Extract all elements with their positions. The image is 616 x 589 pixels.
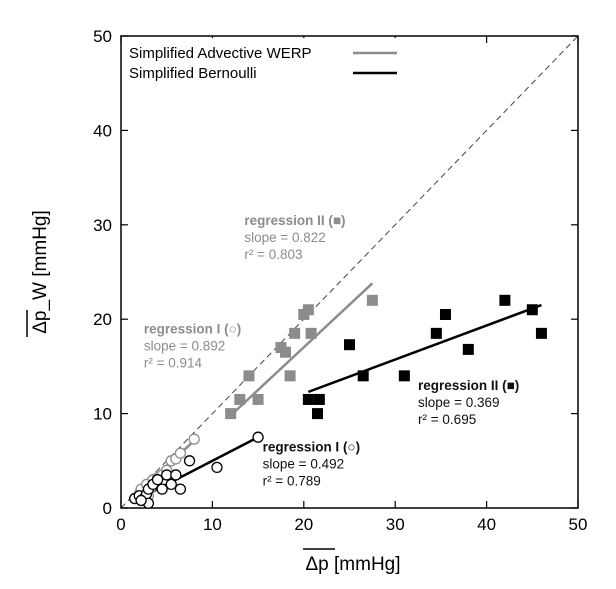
data-point-circle (252, 431, 264, 443)
data-point-square (535, 327, 547, 339)
data-point-circle (165, 478, 177, 491)
data-point-circle (188, 433, 200, 445)
regression-slope: slope = 0.892 (144, 338, 225, 353)
x-tick-label: 20 (294, 515, 313, 534)
regression-r2: r² = 0.914 (144, 355, 203, 370)
data-point-square (430, 327, 442, 339)
data-point-square (313, 393, 325, 405)
data-point-square (243, 370, 255, 382)
regression-slope: slope = 0.369 (418, 395, 499, 410)
data-point-circle (174, 483, 187, 495)
data-point-square (284, 370, 296, 382)
data-point-square (439, 308, 451, 320)
data-point-square (499, 294, 511, 306)
y-tick-label: 20 (93, 310, 112, 329)
x-tick-label: 40 (477, 515, 496, 534)
plot-area (120, 35, 579, 509)
data-points (129, 294, 547, 509)
regression-line (229, 282, 374, 417)
regression-r2: r² = 0.803 (244, 247, 302, 262)
x-tick-label: 0 (116, 515, 125, 534)
data-point-square (302, 393, 314, 405)
regression-annotations: regression II (■) slope = 0.822 r² = 0.803… (144, 213, 519, 489)
y-tick-label: 40 (93, 121, 112, 140)
data-point-circle (156, 483, 168, 495)
regression-slope: slope = 0.822 (244, 230, 325, 245)
data-point-circle (211, 461, 223, 474)
data-point-square (252, 393, 264, 405)
regression-r2: r² = 0.789 (263, 473, 321, 488)
legend-label: Simplified Advective WERP (129, 45, 312, 62)
data-point-square (289, 327, 301, 339)
data-point-square (312, 408, 324, 420)
regression-slope: slope = 0.492 (263, 456, 344, 471)
y-tick-label: 50 (93, 27, 112, 46)
data-point-square (526, 304, 538, 316)
x-tick-label: 50 (569, 515, 588, 534)
regression-line (307, 303, 542, 394)
data-point-circle (135, 494, 147, 507)
regression-title: regression I (○) (144, 321, 241, 336)
data-point-circle (183, 455, 196, 467)
regression-title: regression I (○) (263, 439, 360, 454)
y-axis-label: Δp_W [mmHg] (30, 210, 51, 334)
plot-border (120, 35, 579, 509)
data-point-square (302, 304, 314, 316)
regression-r2: r² = 0.695 (418, 412, 476, 427)
y-axis-ticks: 0 10 20 30 40 50 (93, 27, 578, 518)
data-point-circle (170, 469, 182, 481)
data-point-square (305, 327, 317, 339)
regression-title: regression II (■) (244, 213, 345, 228)
data-point-square (366, 294, 378, 306)
legend: Simplified Advective WERP Simplified Bern… (123, 38, 407, 82)
data-point-square (344, 339, 355, 351)
data-point-circle (151, 474, 164, 486)
y-tick-label: 30 (93, 216, 112, 235)
data-point-square (357, 370, 369, 382)
data-point-square (280, 346, 292, 358)
data-point-square (462, 343, 474, 355)
x-axis-label: Δp [mmHg] (305, 554, 400, 575)
data-point-square (225, 408, 237, 420)
data-point-square (398, 370, 410, 382)
x-tick-label: 10 (203, 515, 222, 534)
y-tick-label: 10 (93, 405, 112, 424)
y-tick-label: 0 (103, 499, 112, 518)
data-point-square (234, 393, 246, 405)
regression-title: regression II (■) (418, 378, 519, 393)
legend-label: Simplified Bernoulli (129, 65, 257, 82)
data-point-circle (174, 447, 187, 459)
x-tick-label: 30 (386, 515, 405, 534)
